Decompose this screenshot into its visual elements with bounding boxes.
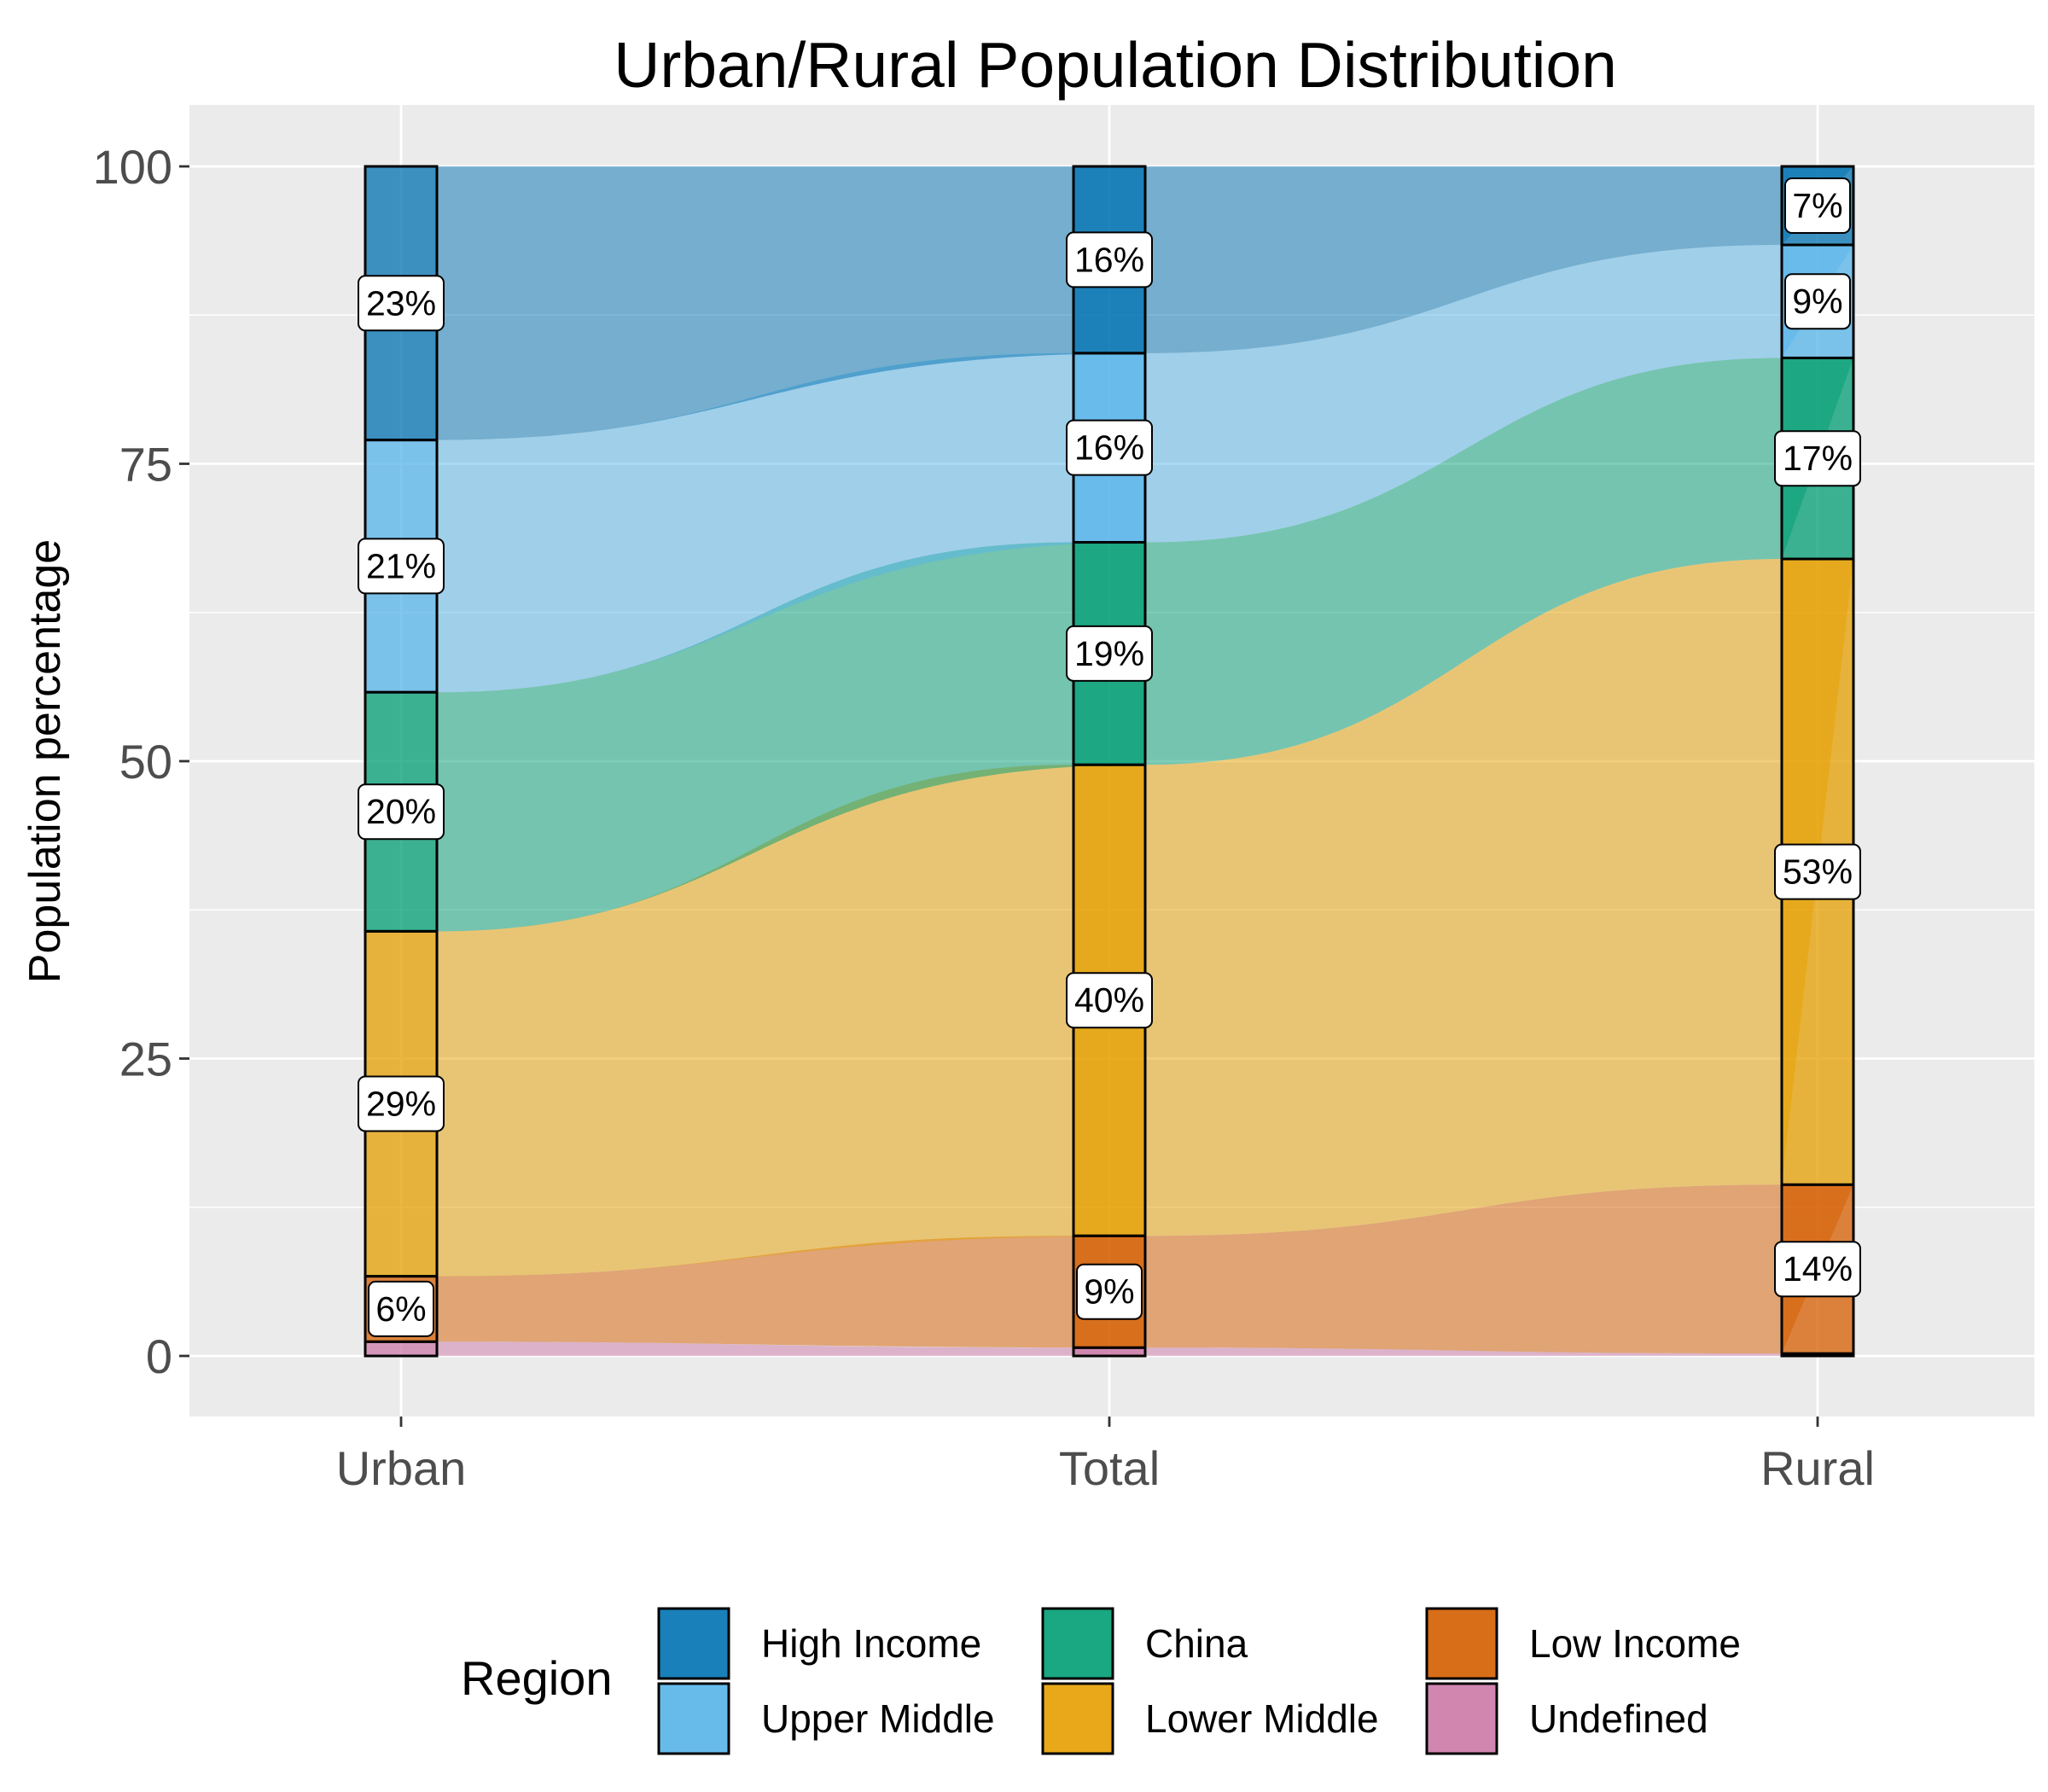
data-label-box: [368, 1280, 434, 1337]
chart-title: Urban/Rural Population Distribution: [614, 29, 1617, 101]
legend-label: Lower Middle: [1145, 1696, 1379, 1741]
legend-key: [1041, 1682, 1114, 1755]
data-label: 40%: [1074, 980, 1144, 1020]
data-label: 17%: [1783, 439, 1853, 478]
data-label-box: [358, 1075, 445, 1132]
legend-key: [1041, 1607, 1114, 1680]
data-label: 14%: [1783, 1249, 1853, 1289]
data-label-box: [358, 538, 445, 595]
legend: Region High Income Upper Middle China Lower…: [461, 1607, 1741, 1755]
legend-label: Upper Middle: [761, 1696, 995, 1741]
bar-segment: [364, 1340, 439, 1358]
data-label-box: [1774, 843, 1861, 900]
y-tick-label: 75: [119, 438, 172, 492]
data-label: 19%: [1074, 634, 1144, 673]
data-label-box: [1066, 972, 1153, 1029]
legend-title: Region: [461, 1651, 612, 1705]
data-label: 21%: [366, 546, 436, 585]
y-tick-label: 100: [93, 140, 172, 194]
data-label-box: [358, 275, 445, 332]
x-tick-label: Rural: [1760, 1441, 1875, 1495]
legend-key: [1425, 1607, 1498, 1680]
legend-key: [657, 1607, 730, 1680]
x-axis: Urban Total Rural: [336, 1417, 1875, 1495]
y-axis-title: Population percentage: [20, 539, 70, 983]
data-label: 16%: [1074, 240, 1144, 279]
x-tick-label: Urban: [336, 1441, 467, 1495]
legend-label: China: [1145, 1621, 1248, 1666]
data-label-box: [1784, 273, 1851, 330]
legend-key: [657, 1682, 730, 1755]
data-label: 7%: [1792, 186, 1842, 225]
data-label-box: [358, 783, 445, 841]
data-label-box: [1076, 1263, 1143, 1320]
data-label: 20%: [366, 792, 436, 831]
y-tick-label: 25: [119, 1033, 172, 1086]
data-label-box: [1066, 419, 1153, 476]
y-tick-label: 0: [146, 1329, 172, 1383]
data-label-box: [1066, 625, 1153, 682]
legend-label: High Income: [761, 1621, 981, 1666]
data-label: 23%: [366, 283, 436, 323]
data-label-box: [1784, 177, 1851, 235]
data-label: 9%: [1084, 1272, 1134, 1312]
legend-label: Undefined: [1529, 1696, 1708, 1741]
data-label: 29%: [366, 1084, 436, 1123]
data-label-box: [1774, 430, 1861, 487]
y-tick-label: 50: [119, 735, 172, 788]
data-label-box: [1066, 231, 1153, 288]
legend-label: Low Income: [1529, 1621, 1741, 1666]
data-label-box: [1774, 1241, 1861, 1298]
data-label: 16%: [1074, 428, 1144, 468]
data-label: 6%: [375, 1289, 426, 1329]
x-tick-label: Total: [1059, 1441, 1160, 1495]
data-label: 53%: [1783, 852, 1853, 892]
legend-key: [1425, 1682, 1498, 1755]
data-label: 9%: [1792, 282, 1842, 321]
y-axis: 0 25 50 75 100: [93, 140, 189, 1383]
data-labels: 6% 29% 20% 21% 23% 9% 40% 19% 16% 16% 14% 53% 17% 9% 7…: [358, 177, 1861, 1337]
